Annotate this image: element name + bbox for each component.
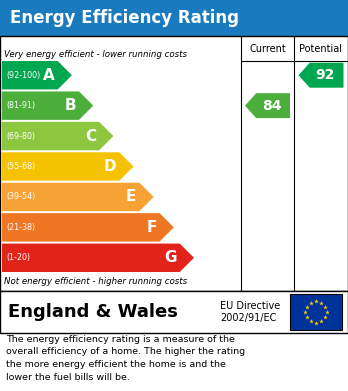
Text: E: E [126, 189, 136, 204]
Text: G: G [164, 250, 177, 265]
Text: EU Directive
2002/91/EC: EU Directive 2002/91/EC [220, 301, 280, 323]
Text: The energy efficiency rating is a measure of the
overall efficiency of a home. T: The energy efficiency rating is a measur… [6, 335, 245, 382]
Text: Energy Efficiency Rating: Energy Efficiency Rating [10, 9, 239, 27]
Text: (92-100): (92-100) [6, 71, 40, 80]
Bar [0, 0, 348, 36]
Polygon shape [299, 63, 343, 88]
Text: 92: 92 [315, 68, 335, 82]
Polygon shape [2, 183, 154, 211]
Text: (39-54): (39-54) [6, 192, 35, 201]
Polygon shape [2, 122, 113, 150]
Text: Potential: Potential [300, 43, 342, 54]
Polygon shape [2, 91, 93, 120]
Text: (69-80): (69-80) [6, 131, 35, 141]
Text: 84: 84 [262, 99, 281, 113]
Text: A: A [43, 68, 55, 83]
Polygon shape [2, 213, 174, 242]
Polygon shape [2, 61, 72, 90]
Polygon shape [2, 152, 134, 181]
Text: F: F [146, 220, 157, 235]
Text: (1-20): (1-20) [6, 253, 30, 262]
Text: C: C [85, 129, 96, 143]
Bar [0, 36, 348, 291]
Polygon shape [245, 93, 290, 118]
Bar [290, 294, 342, 330]
Text: (81-91): (81-91) [6, 101, 35, 110]
Text: England & Wales: England & Wales [8, 303, 178, 321]
Polygon shape [2, 244, 194, 272]
Text: Current: Current [249, 43, 286, 54]
Bar [0, 291, 348, 333]
Text: (55-68): (55-68) [6, 162, 35, 171]
Text: (21-38): (21-38) [6, 223, 35, 232]
Text: D: D [104, 159, 116, 174]
Text: Not energy efficient - higher running costs: Not energy efficient - higher running co… [4, 276, 187, 285]
Text: B: B [64, 98, 76, 113]
Text: Very energy efficient - lower running costs: Very energy efficient - lower running co… [4, 50, 187, 59]
